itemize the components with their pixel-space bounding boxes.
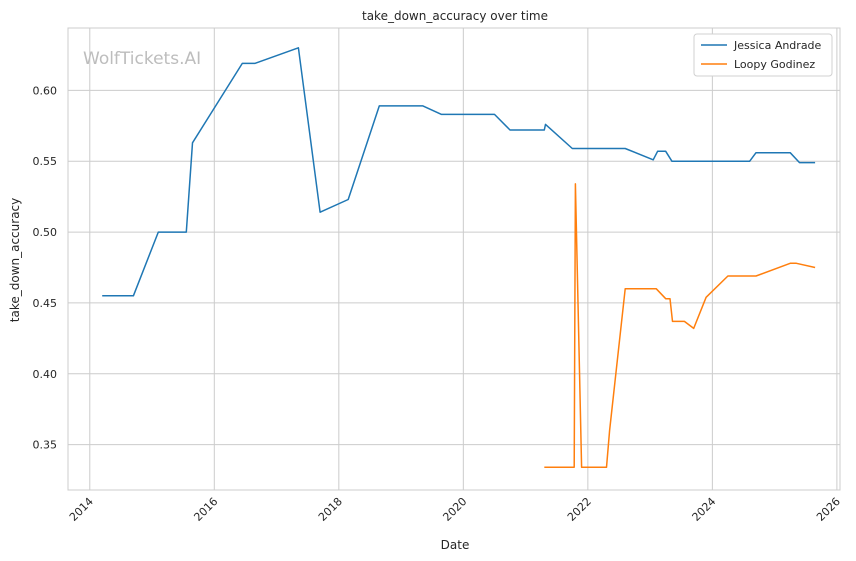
series-layer xyxy=(102,47,816,469)
y-tick-label: 0.50 xyxy=(33,226,58,239)
legend-label-jessica-andrade: Jessica Andrade xyxy=(733,39,822,52)
series-line-jessica-andrade xyxy=(102,47,816,297)
plot-frame xyxy=(67,27,841,491)
y-tick-label: 0.40 xyxy=(33,368,58,381)
watermark: WolfTickets.AI xyxy=(83,49,201,69)
legend-label-loopy-godinez: Loopy Godinez xyxy=(734,58,815,71)
series-line-loopy-godinez xyxy=(544,183,816,469)
legend: Jessica Andrade Loopy Godinez xyxy=(693,33,833,77)
chart-title: take_down_accuracy over time xyxy=(362,9,548,23)
y-axis-label: take_down_accuracy xyxy=(8,198,22,322)
y-tick-label: 0.55 xyxy=(33,155,58,168)
x-axis-label: Date xyxy=(441,538,470,552)
y-tick-label: 0.60 xyxy=(33,84,58,97)
legend-box xyxy=(693,33,833,77)
y-axis-ticks: 0.35 0.40 0.45 0.50 0.55 0.60 xyxy=(33,84,58,451)
y-tick-label: 0.35 xyxy=(33,439,58,452)
y-tick-label: 0.45 xyxy=(33,297,58,310)
grid xyxy=(68,28,840,490)
